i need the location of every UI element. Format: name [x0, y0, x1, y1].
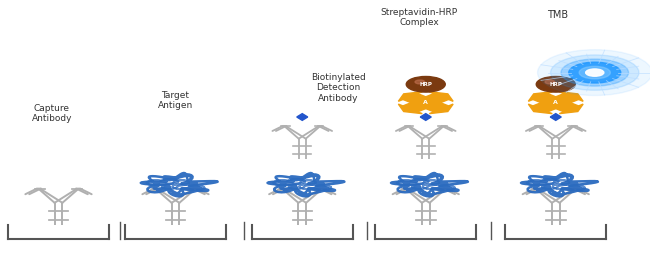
Text: Capture
Antibody: Capture Antibody: [32, 104, 72, 123]
Text: A: A: [553, 100, 558, 105]
Polygon shape: [421, 114, 431, 120]
Circle shape: [561, 59, 629, 86]
Polygon shape: [549, 100, 578, 112]
Polygon shape: [419, 100, 448, 112]
Circle shape: [545, 80, 554, 84]
Polygon shape: [533, 100, 563, 112]
Polygon shape: [551, 114, 561, 120]
Circle shape: [586, 69, 604, 76]
Polygon shape: [429, 92, 453, 101]
Polygon shape: [549, 94, 578, 106]
Circle shape: [536, 76, 575, 92]
Text: HRP: HRP: [419, 82, 432, 87]
Text: HRP: HRP: [549, 82, 562, 87]
Circle shape: [406, 76, 445, 92]
Polygon shape: [403, 100, 433, 112]
Circle shape: [569, 62, 621, 83]
Circle shape: [544, 98, 567, 107]
Text: Streptavidin-HRP
Complex: Streptavidin-HRP Complex: [381, 8, 458, 27]
Text: Biotinylated
Detection
Antibody: Biotinylated Detection Antibody: [311, 73, 365, 103]
Polygon shape: [559, 104, 583, 114]
Polygon shape: [528, 104, 552, 114]
Polygon shape: [533, 94, 563, 106]
Text: Target
Antigen: Target Antigen: [158, 91, 193, 110]
Polygon shape: [398, 92, 422, 101]
Circle shape: [551, 55, 639, 90]
Polygon shape: [559, 92, 583, 101]
Polygon shape: [403, 94, 433, 106]
Circle shape: [538, 50, 650, 95]
Text: TMB: TMB: [547, 10, 568, 20]
Circle shape: [415, 80, 425, 84]
Polygon shape: [528, 92, 552, 101]
Circle shape: [414, 98, 437, 107]
Polygon shape: [419, 94, 448, 106]
Polygon shape: [429, 104, 453, 114]
Polygon shape: [398, 104, 422, 114]
Circle shape: [579, 66, 610, 79]
Text: A: A: [423, 100, 428, 105]
Polygon shape: [297, 114, 307, 120]
